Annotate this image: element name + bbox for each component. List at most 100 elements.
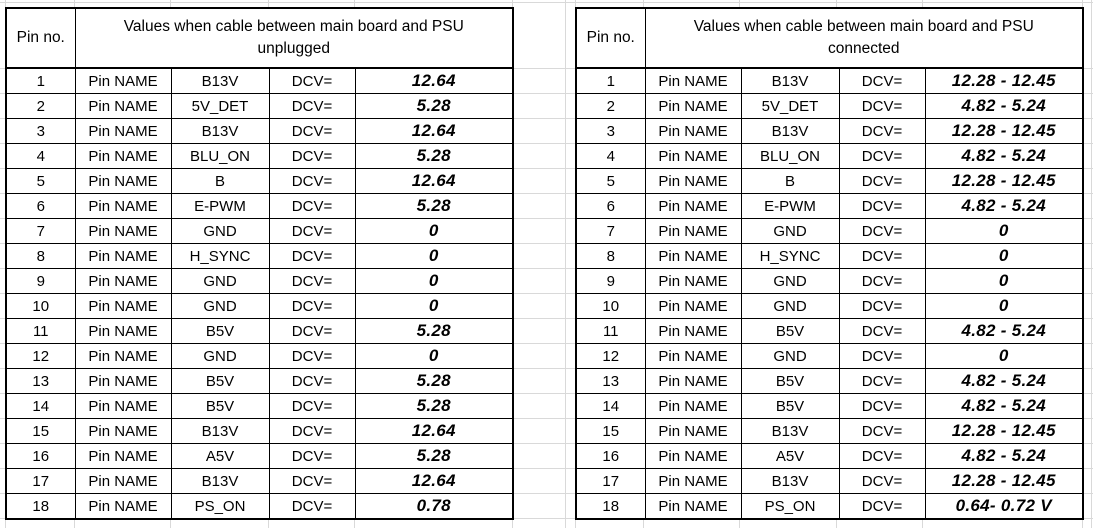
dcv-label-cell[interactable]: DCV= — [268, 218, 356, 244]
dcv-label-cell[interactable]: DCV= — [268, 443, 356, 469]
dcv-label-cell[interactable]: DCV= — [838, 193, 926, 219]
dcv-value-cell[interactable]: 5.28 — [354, 193, 514, 219]
pin-label-cell[interactable]: Pin NAME — [644, 268, 742, 294]
dcv-value-cell[interactable]: 0 — [354, 343, 514, 369]
dcv-label-cell[interactable]: DCV= — [268, 368, 356, 394]
pin-label-cell[interactable]: Pin NAME — [74, 67, 172, 94]
pin-name-cell[interactable]: B13V — [170, 118, 270, 144]
pin-no-cell[interactable]: 10 — [575, 293, 646, 319]
pin-label-cell[interactable]: Pin NAME — [644, 93, 742, 119]
dcv-label-cell[interactable]: DCV= — [838, 143, 926, 169]
dcv-label-cell[interactable]: DCV= — [838, 243, 926, 269]
pin-no-cell[interactable]: 4 — [5, 143, 76, 169]
dcv-value-cell[interactable]: 0 — [924, 293, 1084, 319]
dcv-label-cell[interactable]: DCV= — [268, 143, 356, 169]
pin-no-cell[interactable]: 5 — [575, 168, 646, 194]
pin-name-cell[interactable]: GND — [170, 293, 270, 319]
pin-no-cell[interactable]: 8 — [5, 243, 76, 269]
pin-name-cell[interactable]: B13V — [740, 118, 840, 144]
pin-label-cell[interactable]: Pin NAME — [74, 293, 172, 319]
dcv-value-cell[interactable]: 12.28 - 12.45 — [924, 418, 1084, 444]
pin-no-cell[interactable]: 9 — [575, 268, 646, 294]
dcv-value-cell[interactable]: 0 — [354, 218, 514, 244]
pin-label-cell[interactable]: Pin NAME — [644, 193, 742, 219]
pin-no-cell[interactable]: 7 — [5, 218, 76, 244]
pin-label-cell[interactable]: Pin NAME — [644, 493, 742, 520]
pin-no-cell[interactable]: 17 — [575, 468, 646, 494]
pin-name-cell[interactable]: GND — [170, 268, 270, 294]
pin-name-cell[interactable]: GND — [170, 343, 270, 369]
pin-label-cell[interactable]: Pin NAME — [644, 368, 742, 394]
pin-no-cell[interactable]: 6 — [575, 193, 646, 219]
dcv-label-cell[interactable]: DCV= — [268, 93, 356, 119]
pin-no-cell[interactable]: 15 — [575, 418, 646, 444]
pin-name-cell[interactable]: B13V — [170, 468, 270, 494]
pin-label-cell[interactable]: Pin NAME — [644, 443, 742, 469]
dcv-value-cell[interactable]: 12.28 - 12.45 — [924, 67, 1084, 94]
pin-name-cell[interactable]: 5V_DET — [740, 93, 840, 119]
dcv-label-cell[interactable]: DCV= — [838, 418, 926, 444]
dcv-value-cell[interactable]: 0 — [354, 268, 514, 294]
pin-label-cell[interactable]: Pin NAME — [74, 343, 172, 369]
pin-name-cell[interactable]: B — [170, 168, 270, 194]
pin-no-cell[interactable]: 13 — [5, 368, 76, 394]
dcv-label-cell[interactable]: DCV= — [838, 168, 926, 194]
pin-no-cell[interactable]: 2 — [575, 93, 646, 119]
dcv-value-cell[interactable]: 0 — [354, 293, 514, 319]
pin-no-cell[interactable]: 9 — [5, 268, 76, 294]
dcv-label-cell[interactable]: DCV= — [838, 218, 926, 244]
pin-name-cell[interactable]: GND — [740, 293, 840, 319]
pin-name-cell[interactable]: BLU_ON — [170, 143, 270, 169]
dcv-label-cell[interactable]: DCV= — [838, 67, 926, 94]
pin-name-cell[interactable]: E-PWM — [170, 193, 270, 219]
dcv-label-cell[interactable]: DCV= — [268, 293, 356, 319]
dcv-value-cell[interactable]: 4.82 - 5.24 — [924, 368, 1084, 394]
pin-label-cell[interactable]: Pin NAME — [74, 368, 172, 394]
pin-no-cell[interactable]: 10 — [5, 293, 76, 319]
pin-name-cell[interactable]: GND — [740, 343, 840, 369]
dcv-value-cell[interactable]: 4.82 - 5.24 — [924, 143, 1084, 169]
pin-label-cell[interactable]: Pin NAME — [644, 218, 742, 244]
dcv-value-cell[interactable]: 0.64- 0.72 V — [924, 493, 1084, 520]
pin-name-cell[interactable]: E-PWM — [740, 193, 840, 219]
pin-label-cell[interactable]: Pin NAME — [644, 318, 742, 344]
dcv-label-cell[interactable]: DCV= — [268, 193, 356, 219]
pin-name-cell[interactable]: BLU_ON — [740, 143, 840, 169]
pin-name-cell[interactable]: B5V — [740, 368, 840, 394]
pin-no-cell[interactable]: 1 — [575, 67, 646, 94]
pin-label-cell[interactable]: Pin NAME — [74, 193, 172, 219]
pin-no-header[interactable]: Pin no. — [5, 7, 76, 69]
pin-name-cell[interactable]: B5V — [740, 318, 840, 344]
dcv-value-cell[interactable]: 0 — [924, 343, 1084, 369]
pin-no-cell[interactable]: 12 — [5, 343, 76, 369]
pin-label-cell[interactable]: Pin NAME — [74, 93, 172, 119]
pin-name-cell[interactable]: GND — [170, 218, 270, 244]
pin-no-cell[interactable]: 18 — [5, 493, 76, 520]
dcv-label-cell[interactable]: DCV= — [268, 318, 356, 344]
dcv-value-cell[interactable]: 0 — [924, 268, 1084, 294]
pin-label-cell[interactable]: Pin NAME — [74, 243, 172, 269]
pin-no-cell[interactable]: 3 — [575, 118, 646, 144]
dcv-label-cell[interactable]: DCV= — [268, 418, 356, 444]
dcv-label-cell[interactable]: DCV= — [838, 93, 926, 119]
pin-label-cell[interactable]: Pin NAME — [644, 243, 742, 269]
dcv-value-cell[interactable]: 12.64 — [354, 118, 514, 144]
pin-label-cell[interactable]: Pin NAME — [644, 293, 742, 319]
pin-no-cell[interactable]: 4 — [575, 143, 646, 169]
dcv-label-cell[interactable]: DCV= — [838, 318, 926, 344]
pin-name-cell[interactable]: B5V — [740, 393, 840, 419]
pin-no-cell[interactable]: 13 — [575, 368, 646, 394]
dcv-label-cell[interactable]: DCV= — [838, 493, 926, 520]
dcv-label-cell[interactable]: DCV= — [838, 343, 926, 369]
dcv-value-cell[interactable]: 5.28 — [354, 368, 514, 394]
dcv-label-cell[interactable]: DCV= — [268, 67, 356, 94]
pin-label-cell[interactable]: Pin NAME — [644, 143, 742, 169]
pin-no-cell[interactable]: 14 — [5, 393, 76, 419]
pin-no-cell[interactable]: 16 — [575, 443, 646, 469]
pin-name-cell[interactable]: B13V — [740, 468, 840, 494]
dcv-value-cell[interactable]: 5.28 — [354, 143, 514, 169]
dcv-label-cell[interactable]: DCV= — [268, 243, 356, 269]
pin-name-cell[interactable]: B5V — [170, 368, 270, 394]
dcv-value-cell[interactable]: 5.28 — [354, 318, 514, 344]
pin-label-cell[interactable]: Pin NAME — [74, 268, 172, 294]
